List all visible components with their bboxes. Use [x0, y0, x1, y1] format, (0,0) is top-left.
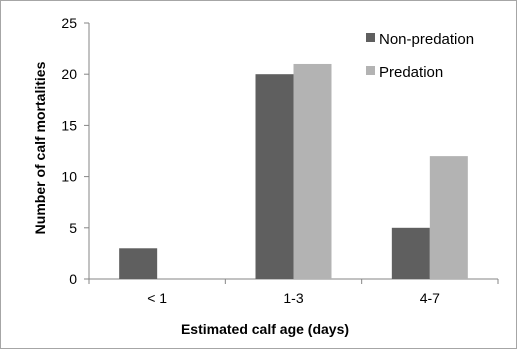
- y-axis-title: Number of calf mortalities: [32, 61, 48, 234]
- bar: [119, 248, 158, 279]
- y-tick-label: 25: [61, 15, 77, 31]
- y-tick-label: 20: [61, 66, 77, 82]
- bar: [391, 227, 430, 279]
- bar: [255, 74, 294, 279]
- x-tick-label: < 1: [147, 290, 167, 306]
- x-axis: < 1 1-3 4-7: [88, 278, 499, 306]
- legend-swatch: [366, 33, 375, 42]
- legend-label: Non-predation: [379, 31, 474, 48]
- legend-swatch: [366, 66, 375, 75]
- bar: [293, 63, 332, 280]
- x-axis-title: Estimated calf age (days): [181, 321, 349, 337]
- x-tick-label: 4-7: [420, 290, 440, 306]
- y-axis: 0 5 10 15 20 25: [61, 15, 90, 287]
- y-tick-label: 15: [61, 117, 77, 133]
- legend-label: Predation: [379, 64, 443, 81]
- y-tick-label: 5: [69, 220, 77, 236]
- y-tick-label: 0: [69, 271, 77, 287]
- bars: [119, 63, 468, 280]
- bar: [429, 156, 468, 279]
- y-tick-label: 10: [61, 169, 77, 185]
- x-tick-label: 1-3: [283, 290, 303, 306]
- legend: Non-predation Predation: [366, 31, 474, 81]
